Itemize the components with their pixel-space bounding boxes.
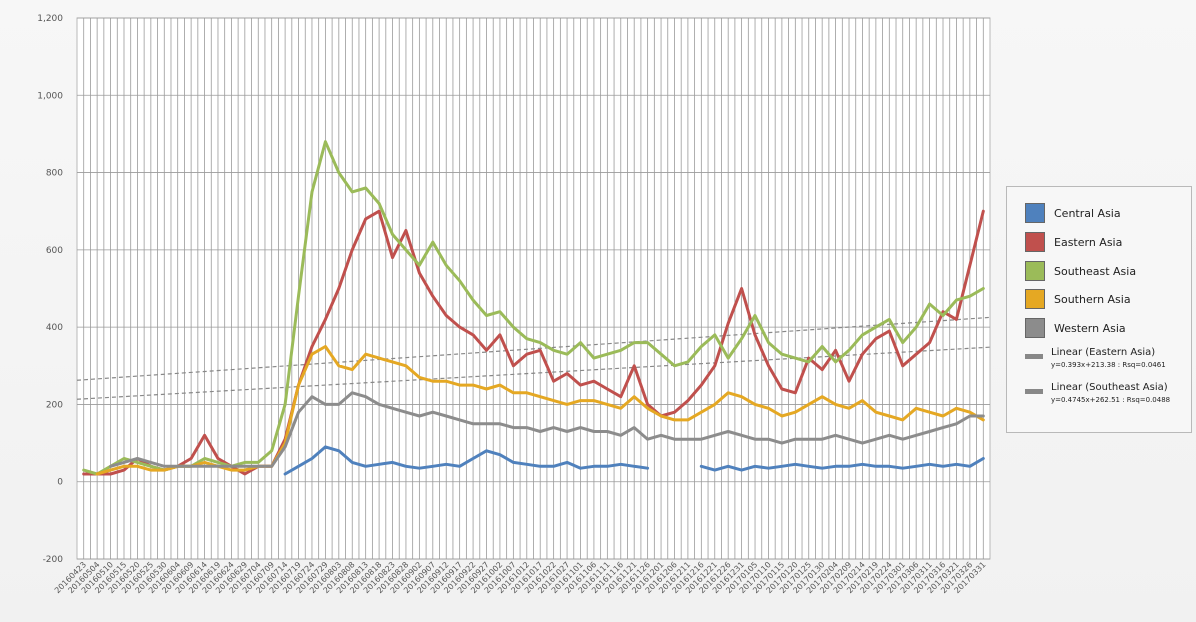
trendline	[76, 316, 991, 381]
trendline-swatch	[1025, 354, 1043, 359]
trendline-label: Linear (Eastern Asia)	[1051, 347, 1156, 358]
legend-label: Central Asia	[1054, 206, 1121, 220]
trendline-equation: y=0.4745x+262.51 : Rsq=0.0488	[1051, 396, 1171, 404]
legend-item-southeast-asia[interactable]: Southeast Asia	[1025, 261, 1136, 281]
legend: Central Asia Eastern Asia Southeast Asia…	[1006, 186, 1192, 433]
legend-label: Western Asia	[1054, 321, 1126, 335]
series-lines	[82, 140, 985, 476]
y-tick-label: 200	[46, 400, 63, 410]
legend-swatch	[1025, 318, 1045, 338]
x-axis-ticks: 2016042320160504201605102016051520160520…	[53, 560, 988, 595]
legend-item-western-asia[interactable]: Western Asia	[1025, 318, 1126, 338]
trendline-equation: y=0.393x+213.38 : Rsq=0.0461	[1051, 361, 1166, 369]
y-tick-label: 400	[46, 323, 63, 333]
trendlines	[76, 316, 991, 400]
series-line	[109, 391, 985, 468]
legend-swatch	[1025, 289, 1045, 309]
legend-swatch	[1025, 261, 1045, 281]
trendline-swatch	[1025, 389, 1043, 394]
y-tick-label: 1,000	[37, 91, 63, 101]
y-tick-label: -200	[43, 555, 64, 565]
series-line	[95, 345, 985, 476]
y-tick-label: 1,200	[37, 14, 63, 24]
legend-label: Eastern Asia	[1054, 235, 1123, 249]
y-tick-label: 800	[46, 169, 63, 179]
trendline-label: Linear (Southeast Asia)	[1051, 382, 1168, 393]
legend-item-central-asia[interactable]: Central Asia	[1025, 203, 1121, 223]
y-tick-label: 600	[46, 246, 63, 256]
legend-swatch	[1025, 203, 1045, 223]
legend-item-eastern-asia[interactable]: Eastern Asia	[1025, 232, 1122, 252]
legend-item-southern-asia[interactable]: Southern Asia	[1025, 289, 1131, 309]
y-axis-ticks: -200 0 200 400 600 800 1,000 1,200	[37, 14, 63, 565]
series-line	[283, 445, 985, 476]
y-tick-label: 0	[57, 478, 63, 488]
trendline	[76, 346, 991, 400]
legend-label: Southeast Asia	[1054, 264, 1137, 278]
legend-label: Southern Asia	[1054, 292, 1131, 306]
legend-swatch	[1025, 232, 1045, 252]
